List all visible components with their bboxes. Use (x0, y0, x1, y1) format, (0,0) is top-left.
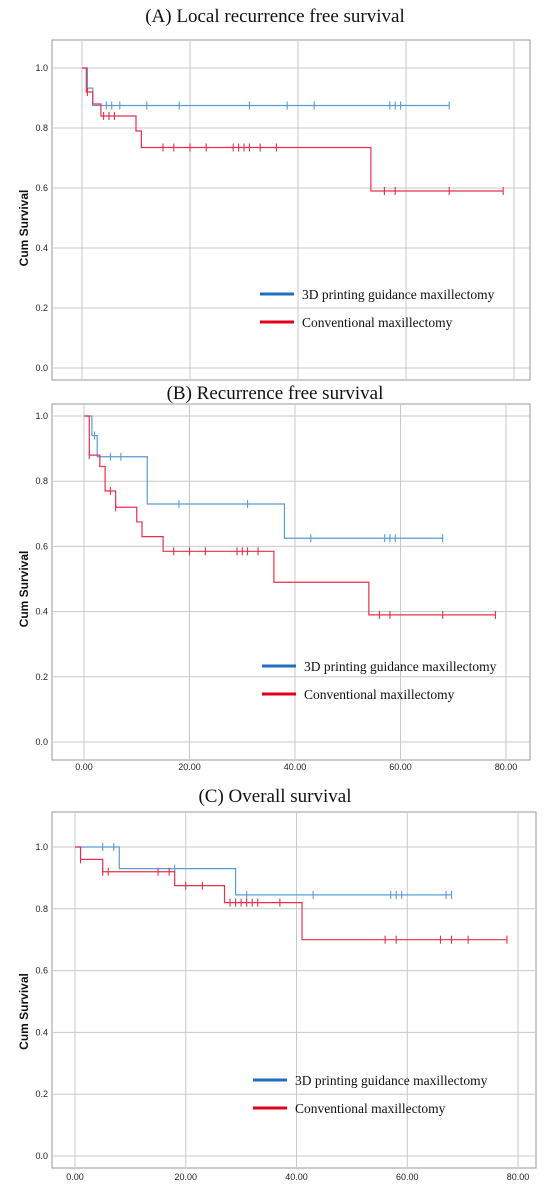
series-3d-printing-line (84, 415, 443, 539)
y-tick-label: 0.2 (35, 672, 48, 682)
y-tick-label: 0.8 (35, 476, 48, 486)
legend-entry: Conventional maxillectomy (304, 687, 455, 702)
y-tick-label: 0.2 (35, 1089, 48, 1099)
y-tick-label: 0.0 (35, 737, 48, 747)
y-axis-label: Cum Survival (17, 973, 31, 1050)
x-tick-label: 0.00 (66, 1172, 84, 1182)
series-conventional-line (84, 415, 496, 616)
panel-b-title: (B) Recurrence free survival (166, 383, 384, 404)
y-tick-label: 1.0 (35, 63, 48, 73)
legend-entry: Conventional maxillectomy (302, 315, 453, 330)
y-tick-label: 0.6 (35, 541, 48, 551)
km-plot-overall-survival: 0.0 0.2 0.4 0.6 0.8 1.0 0.00 20.00 40.00 60.00 80.… (17, 811, 537, 1182)
x-tick-label: 80.00 (507, 1172, 530, 1182)
panel-a-title: (A) Local recurrence free survival (145, 6, 405, 27)
x-tick-label: 80.00 (495, 762, 518, 772)
x-tick-label: 40.00 (285, 1172, 308, 1182)
km-plot-recurrence-free: 0.0 0.2 0.4 0.6 0.8 1.0 0.00 20.00 40.00 60.00 80.… (17, 403, 531, 772)
y-tick-label: 1.0 (35, 411, 48, 421)
x-tick-label: 0.00 (75, 762, 93, 772)
y-tick-label: 0.8 (35, 123, 48, 133)
plot-frame (51, 811, 537, 1169)
y-tick-label: 0.4 (35, 1027, 48, 1037)
legend-entry: Conventional maxillectomy (295, 1101, 446, 1116)
legend-entry: 3D printing guidance maxillectomy (304, 659, 497, 674)
y-tick-label: 0.4 (35, 243, 48, 253)
km-plot-local-recurrence: 0.0 0.2 0.4 0.6 0.8 1.0 Cum Survival 3D printin… (17, 39, 531, 381)
y-tick-label: 0.0 (35, 363, 48, 373)
x-tick-label: 20.00 (178, 762, 201, 772)
y-tick-label: 1.0 (35, 842, 48, 852)
x-tick-label: 60.00 (389, 762, 412, 772)
series-3d-printing-line (75, 846, 452, 896)
plot-frame (51, 39, 531, 381)
y-tick-label: 0.0 (35, 1151, 48, 1161)
x-tick-label: 40.00 (284, 762, 307, 772)
y-tick-label: 0.4 (35, 607, 48, 617)
legend-entry: 3D printing guidance maxillectomy (295, 1073, 488, 1088)
x-tick-label: 60.00 (396, 1172, 419, 1182)
y-tick-label: 0.6 (35, 183, 48, 193)
y-axis-label: Cum Survival (17, 190, 31, 267)
y-axis-label: Cum Survival (17, 551, 31, 628)
y-tick-label: 0.8 (35, 904, 48, 914)
legend-entry: 3D printing guidance maxillectomy (302, 287, 495, 302)
y-tick-label: 0.2 (35, 303, 48, 313)
panel-c-title: (C) Overall survival (198, 786, 352, 807)
x-tick-label: 20.00 (174, 1172, 197, 1182)
y-tick-label: 0.6 (35, 966, 48, 976)
